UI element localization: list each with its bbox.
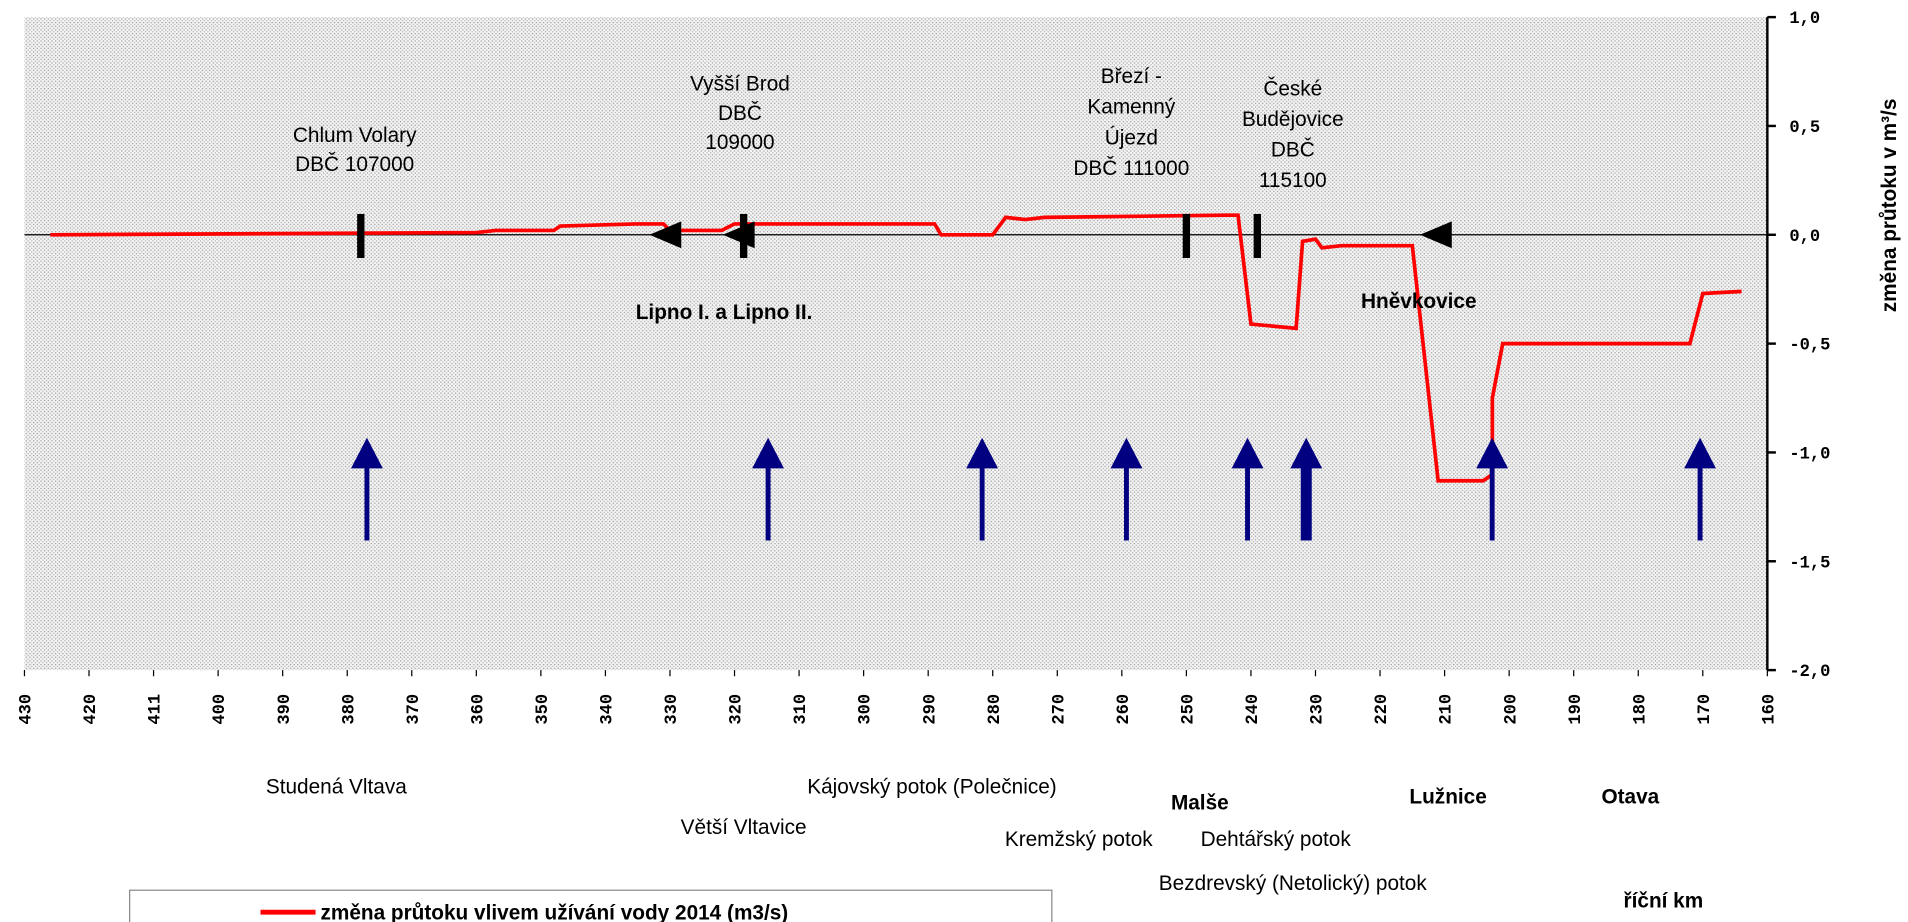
station-label: Březí - xyxy=(1101,65,1162,88)
x-tick-label: 180 xyxy=(1631,694,1650,725)
x-tick-label: 350 xyxy=(534,694,553,725)
y-tick-label: 1,0 xyxy=(1789,10,1820,29)
x-tick-label: 210 xyxy=(1438,694,1457,725)
y-tick-label: -1,0 xyxy=(1789,446,1830,465)
tributary-label: Kremžský potok xyxy=(1005,828,1153,851)
tributary-label: Kájovský potok (Polečnice) xyxy=(807,776,1057,799)
tributary-label: Větší Vltavice xyxy=(681,816,807,839)
x-tick-label: 230 xyxy=(1309,694,1328,725)
station-label: Újezd xyxy=(1105,126,1158,149)
station-label: DBČ 107000 xyxy=(295,153,414,176)
x-tick-label: 200 xyxy=(1502,694,1521,725)
x-tick-label: 320 xyxy=(728,694,747,725)
tributary-arrowhead xyxy=(1290,437,1323,469)
y-axis-title: změna průtoku v m³/s xyxy=(1878,99,1901,313)
station-label: 115100 xyxy=(1259,169,1327,192)
station-label: Vyšší Brod xyxy=(690,72,790,95)
gauge-marker xyxy=(1253,213,1261,259)
tributary-label: Dehtářský potok xyxy=(1201,828,1352,851)
x-tick-label: 340 xyxy=(599,694,618,725)
x-tick-label: 290 xyxy=(921,694,940,725)
x-tick-label: 240 xyxy=(1244,694,1263,725)
gauge-marker xyxy=(357,213,365,259)
x-tick-label: 250 xyxy=(1179,694,1198,725)
x-tick-label: 310 xyxy=(792,694,811,725)
station-label: Kamenný xyxy=(1087,96,1175,119)
station-label: DBČ xyxy=(1271,139,1315,162)
x-tick-label: 360 xyxy=(469,694,488,725)
tributary-arrowhead xyxy=(966,437,999,469)
tributary-label: Otava xyxy=(1601,785,1659,808)
x-tick-label: 370 xyxy=(405,694,424,725)
station-label: DBČ 111000 xyxy=(1073,157,1189,180)
tributary-arrowhead xyxy=(752,437,784,469)
x-tick-label: 190 xyxy=(1567,694,1586,725)
x-tick-label: 380 xyxy=(340,694,359,725)
station-label: 109000 xyxy=(705,131,774,154)
x-tick-label: 420 xyxy=(82,694,101,725)
reservoir-label: Lipno I. a Lipno II. xyxy=(636,301,813,324)
station-label: DBČ xyxy=(718,102,762,125)
x-tick-label: 400 xyxy=(211,694,230,725)
x-tick-label: 390 xyxy=(276,694,295,725)
x-tick-label: 430 xyxy=(18,694,37,725)
reservoir-marker xyxy=(649,221,682,249)
legend-label: změna průtoku vlivem užívání vody 2014 (… xyxy=(320,902,788,922)
x-tick-label: 280 xyxy=(986,694,1005,725)
y-tick-label: -0,5 xyxy=(1789,337,1830,356)
y-tick-label: 0,0 xyxy=(1789,228,1820,247)
station-label: České xyxy=(1263,77,1322,100)
data-line xyxy=(50,213,1742,483)
tributary-arrowhead xyxy=(1684,437,1716,469)
x-tick-label: 330 xyxy=(663,694,682,725)
x-tick-label: 160 xyxy=(1760,694,1779,725)
tributary-label: Bezdrevský (Netolický) potok xyxy=(1159,872,1428,895)
tributary-arrowhead xyxy=(351,437,383,469)
x-tick-label: 220 xyxy=(1373,694,1392,725)
x-tick-label: 260 xyxy=(1115,694,1134,725)
tributary-arrowhead xyxy=(1476,437,1509,469)
y-tick-label: -1,5 xyxy=(1789,554,1830,573)
tributary-label: Lužnice xyxy=(1409,785,1486,808)
tributary-label: Malše xyxy=(1171,792,1229,815)
x-axis-title: říční km xyxy=(1624,889,1704,912)
gauge-marker xyxy=(1182,213,1191,259)
tributary-arrowhead xyxy=(1110,437,1143,469)
legend xyxy=(129,889,1053,922)
plot-area xyxy=(24,17,1768,671)
x-tick-label: 300 xyxy=(857,694,876,725)
tributary-arrowhead xyxy=(1231,437,1264,469)
reservoir-marker xyxy=(722,221,755,249)
x-tick-label: 411 xyxy=(147,694,166,725)
x-tick-label: 270 xyxy=(1050,694,1069,725)
station-label: Budějovice xyxy=(1242,108,1344,131)
reservoir-label: Hněvkovice xyxy=(1361,290,1477,313)
y-tick-label: 0,5 xyxy=(1789,119,1820,138)
x-tick-label: 170 xyxy=(1696,694,1715,725)
station-label: Chlum Volary xyxy=(293,124,417,147)
tributary-label: Studená Vltava xyxy=(266,776,407,799)
reservoir-marker xyxy=(1419,221,1452,249)
y-tick-label: -2,0 xyxy=(1789,663,1830,682)
